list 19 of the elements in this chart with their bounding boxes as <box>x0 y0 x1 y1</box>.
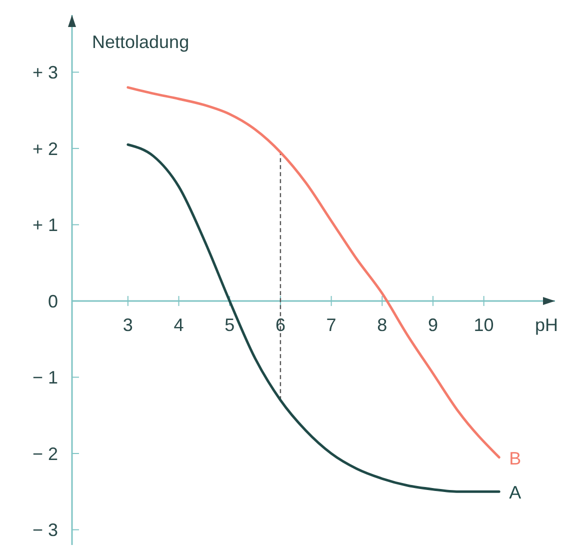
x-tick-label: 6 <box>275 314 286 335</box>
x-tick-label: 7 <box>326 314 336 335</box>
series-label: B <box>509 448 522 468</box>
x-tick-label: 10 <box>474 314 494 335</box>
x-tick-label: 3 <box>122 314 133 335</box>
y-tick-label: − 1 <box>32 368 58 388</box>
y-tick-label: + 3 <box>32 62 58 82</box>
y-tick-label: + 2 <box>32 138 58 159</box>
x-tick-label: 8 <box>377 314 388 335</box>
y-tick-label: 0 <box>48 291 58 312</box>
x-tick-label: 9 <box>428 314 438 335</box>
y-tick-label: − 3 <box>32 520 58 540</box>
y-tick-label: − 2 <box>32 444 58 464</box>
x-axis-title: pH <box>535 314 558 335</box>
series-label: A <box>509 482 522 503</box>
x-tick-label: 5 <box>224 314 235 335</box>
y-tick-label: + 1 <box>32 215 58 236</box>
y-axis-title: Nettoladung <box>92 32 190 52</box>
x-tick-label: 4 <box>174 314 184 335</box>
